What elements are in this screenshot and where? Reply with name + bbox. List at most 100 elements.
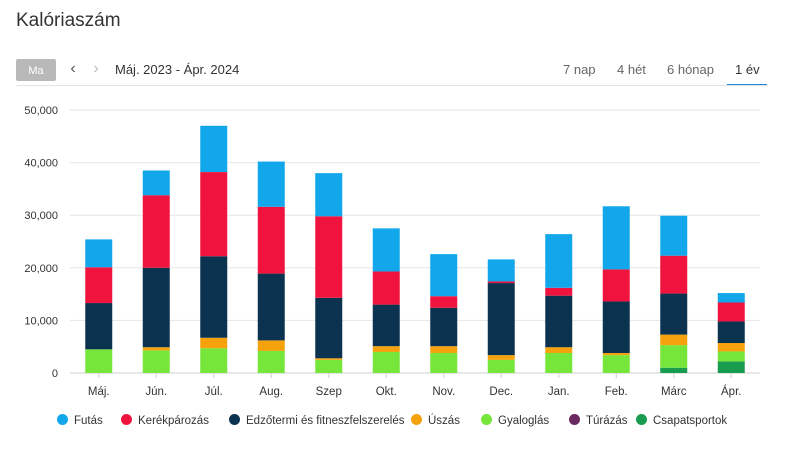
- bar-segment: [545, 295, 573, 348]
- legend-item[interactable]: Futás: [57, 414, 103, 427]
- bar-segment: [602, 301, 630, 354]
- tab-6-hónap[interactable]: 6 hónap: [667, 62, 714, 77]
- legend-item[interactable]: Kerékpározás: [121, 414, 209, 427]
- bar-segment: [142, 170, 170, 196]
- bar-segment: [85, 303, 113, 350]
- x-tick-label: Márc: [661, 386, 687, 398]
- legend-label: Kerékpározás: [138, 415, 209, 427]
- date-toolbar: Ma ‹ › Máj. 2023 - Ápr. 2024 7 nap 4 hét 6…: [16, 57, 768, 86]
- bar-segment: [717, 302, 745, 322]
- bar-segment: [545, 347, 573, 354]
- bar-segment: [430, 353, 458, 373]
- legend-swatch: [411, 414, 422, 425]
- stacked-bar-chart: 0 10,000 20,000 30,000 40,000 50,000 Máj. Jún. J…: [24, 105, 760, 398]
- legend-label: Csapatsportok: [653, 415, 728, 427]
- bar-segment: [200, 348, 228, 373]
- x-tick-label: Jún.: [145, 386, 167, 398]
- y-tick-label: 50,000: [24, 105, 58, 117]
- bar-segment: [545, 287, 573, 296]
- bar-segment: [257, 350, 285, 373]
- bar-segment: [717, 351, 745, 362]
- legend-label: Túrázás: [586, 415, 628, 427]
- x-tick-label: Jan.: [548, 386, 570, 398]
- legend-item[interactable]: Úszás: [411, 414, 460, 427]
- bar-segment: [200, 256, 228, 338]
- x-tick-label: Júl.: [205, 386, 223, 398]
- y-tick-label: 30,000: [24, 210, 58, 222]
- legend-swatch: [636, 414, 647, 425]
- legend-swatch: [481, 414, 492, 425]
- x-tick-label: Nov.: [432, 386, 455, 398]
- bar-segment: [142, 347, 170, 351]
- bar-segment: [372, 346, 400, 352]
- x-tick-label: Máj.: [88, 386, 110, 398]
- bar-segment: [142, 195, 170, 268]
- legend-swatch: [57, 414, 68, 425]
- bar-segment: [372, 228, 400, 272]
- bar-segment: [430, 254, 458, 297]
- bar-segment: [315, 297, 343, 359]
- legend-label: Gyaloglás: [498, 415, 550, 427]
- tab-7-nap[interactable]: 7 nap: [563, 62, 596, 77]
- bar-segment: [487, 281, 515, 284]
- bar-segment: [660, 367, 688, 373]
- bar-segment: [200, 172, 228, 257]
- bar-segment: [257, 340, 285, 351]
- bar-segment: [602, 269, 630, 302]
- bar-segment: [602, 355, 630, 373]
- bar-segment: [257, 161, 285, 207]
- legend-swatch: [121, 414, 132, 425]
- bar-segment: [315, 216, 343, 298]
- x-tick-label: Feb.: [605, 386, 628, 398]
- legend-swatch: [569, 414, 580, 425]
- bar-segment: [430, 296, 458, 308]
- bar-segment: [660, 293, 688, 335]
- chevron-right-icon[interactable]: ›: [93, 60, 99, 77]
- bar-segment: [200, 337, 228, 349]
- tab-1-év[interactable]: 1 év: [735, 62, 760, 77]
- toolbar-divider: [16, 85, 768, 86]
- x-tick-label: Ápr.: [721, 385, 741, 398]
- bar-segment: [660, 215, 688, 256]
- tab-4-hét[interactable]: 4 hét: [617, 62, 646, 77]
- legend-swatch: [229, 414, 240, 425]
- bar-segment: [372, 271, 400, 305]
- bar-segment: [85, 239, 113, 268]
- bar-segment: [315, 358, 343, 360]
- date-range-label: Máj. 2023 - Ápr. 2024: [115, 62, 240, 77]
- bar-segment: [200, 125, 228, 173]
- legend-item[interactable]: Csapatsportok: [636, 414, 727, 427]
- bar-segment: [717, 343, 745, 352]
- bar-segment: [257, 206, 285, 274]
- legend-item[interactable]: Edzőtermi és fitneszfelszerelés: [229, 414, 405, 427]
- y-tick-label: 40,000: [24, 158, 58, 170]
- legend-item[interactable]: Túrázás: [569, 414, 628, 427]
- bar-segment: [257, 273, 285, 341]
- bar-segment: [85, 267, 113, 304]
- bar-segment: [487, 359, 515, 373]
- x-tick-label: Okt.: [376, 386, 397, 398]
- bar-segment: [660, 334, 688, 346]
- bar-segment: [602, 206, 630, 270]
- bar-segment: [372, 304, 400, 347]
- x-tick-label: Aug.: [259, 386, 283, 398]
- today-button[interactable]: Ma: [16, 59, 56, 81]
- bar-segment: [487, 259, 515, 282]
- legend-label: Futás: [74, 415, 103, 427]
- legend-item[interactable]: Gyaloglás: [481, 414, 549, 427]
- y-tick-label: 10,000: [24, 315, 58, 327]
- bar-segment: [602, 353, 630, 356]
- bar-segment: [315, 173, 343, 217]
- bar-segment: [487, 355, 515, 360]
- chevron-left-icon[interactable]: ‹: [70, 60, 76, 77]
- y-tick-label: 20,000: [24, 263, 58, 275]
- x-tick-label: Szep: [316, 386, 342, 398]
- bar-segment: [430, 346, 458, 354]
- bar-segment: [142, 267, 170, 348]
- x-tick-label: Dec.: [489, 386, 513, 398]
- bar-segment: [660, 345, 688, 368]
- bar-segment: [430, 307, 458, 347]
- bar-segment: [717, 293, 745, 303]
- bar-segment: [660, 255, 688, 294]
- bar-segment: [372, 351, 400, 373]
